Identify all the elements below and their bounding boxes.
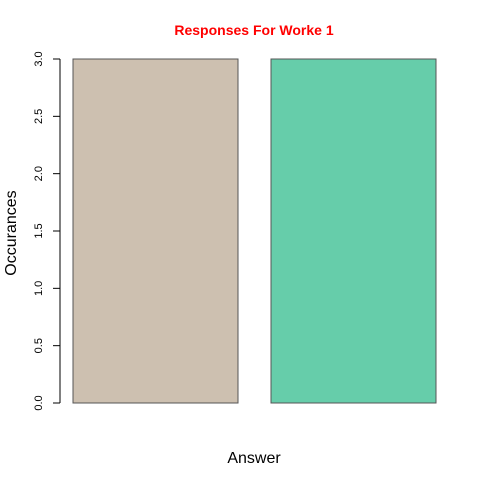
bar-2 [270, 58, 437, 404]
y-tick-label-6: 3.0 [33, 51, 45, 66]
x-axis-label: Answer [227, 450, 281, 467]
y-tick-label-2: 1.0 [33, 281, 45, 296]
chart-title: Responses For Worke 1 [174, 22, 333, 38]
bar-1 [72, 58, 239, 404]
y-tick-label-5: 2.5 [33, 109, 45, 124]
bars-group [72, 58, 437, 404]
y-tick-label-0: 0.0 [33, 395, 45, 410]
y-tick-label-3: 1.5 [33, 223, 45, 238]
y-axis-label: Occurances [3, 190, 20, 275]
y-axis: 0.0 0.5 1.0 1.5 2.0 2.5 3.0 [33, 51, 61, 411]
y-tick-label-1: 0.5 [33, 338, 45, 353]
y-tick-label-4: 2.0 [33, 166, 45, 181]
